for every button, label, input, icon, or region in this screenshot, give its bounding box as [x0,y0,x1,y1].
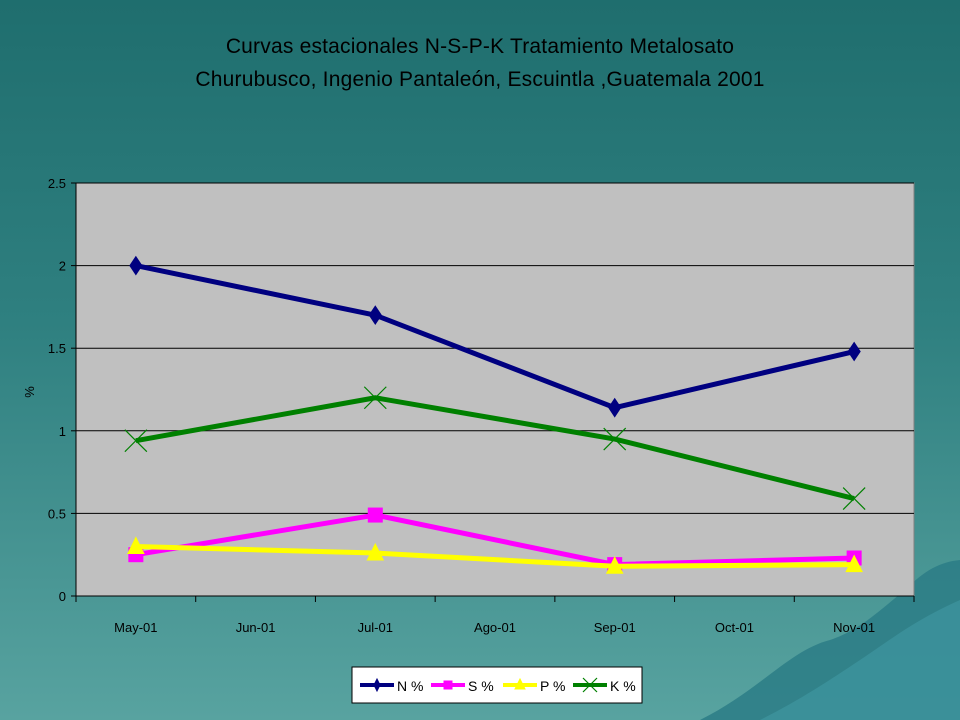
legend-marker-1 [443,680,453,690]
y-tick-label-4: 2 [59,259,66,274]
point-3-4-stroke-b [603,427,627,451]
x-tick-label-4: Sep-01 [594,620,636,635]
y-tick-label-0: 0 [59,589,66,604]
y-axis: 0 0.5 1 1.5 2 2.5 [48,176,77,604]
y-tick-label-3: 1.5 [48,341,66,356]
point-3-0-stroke-b [124,429,148,453]
x-axis: May-01 Jun-01 Jul-01 Ago-01 Sep-01 Oct-01 Nov-… [75,595,915,635]
point-3-6 [842,487,866,510]
legend: N % S % P % K % [351,666,643,704]
point-2-6 [845,554,863,573]
point-3-2-stroke-b [363,386,387,410]
legend-marker-3 [582,677,598,693]
series-group [124,255,866,574]
legend-label-0: N % [397,678,423,694]
chart-title-line-1: Curvas estacionales N-S-P-K Tratamiento … [225,35,735,58]
y-tick-label-1: 0.5 [48,506,66,521]
legend-marker-0 [373,677,381,693]
legend-label-3: K % [610,678,636,694]
x-tick-label-0: May-01 [114,620,157,635]
series-line-2 [135,543,855,569]
series-line-1 [135,512,855,568]
y-tick-label-2: 1 [59,424,66,439]
point-3-6-stroke-b [842,487,866,510]
decorative-wave-highlight [760,600,960,720]
x-tick-label-3: Ago-01 [474,620,516,635]
x-tick-label-2: Jul-01 [358,620,393,635]
point-1-2 [367,507,383,523]
point-0-6 [847,341,861,362]
plot-area [75,182,915,597]
series-line-3 [135,395,855,501]
x-tick-label-1: Jun-01 [236,620,276,635]
y-axis-label: % [22,386,37,398]
series-3 [124,386,866,510]
point-0-0 [129,255,143,276]
point-0-4 [608,397,622,418]
chart-title-line-2: Churubusco, Ingenio Pantaleón, Escuintla… [195,68,765,91]
legend-marker-3-stroke-b [582,677,598,693]
x-tick-label-5: Oct-01 [715,620,754,635]
point-2-4 [605,556,624,574]
point-3-4 [603,427,627,451]
point-0-2 [368,305,382,326]
series-line-0 [135,263,855,411]
y-tick-label-5: 2.5 [48,176,66,191]
legend-label-2: P % [540,678,565,694]
point-2-0 [127,536,145,554]
legend-label-1: S % [468,678,494,694]
gridlines [76,182,914,514]
x-tick-label-6: Nov-01 [833,620,875,635]
point-3-2 [363,386,387,410]
series-0 [129,255,861,418]
legend-items: N % S % P % K % [360,677,636,694]
series-2 [127,536,863,574]
legend-marker-2 [514,677,526,690]
point-3-0 [124,429,148,453]
point-2-2 [366,542,385,561]
